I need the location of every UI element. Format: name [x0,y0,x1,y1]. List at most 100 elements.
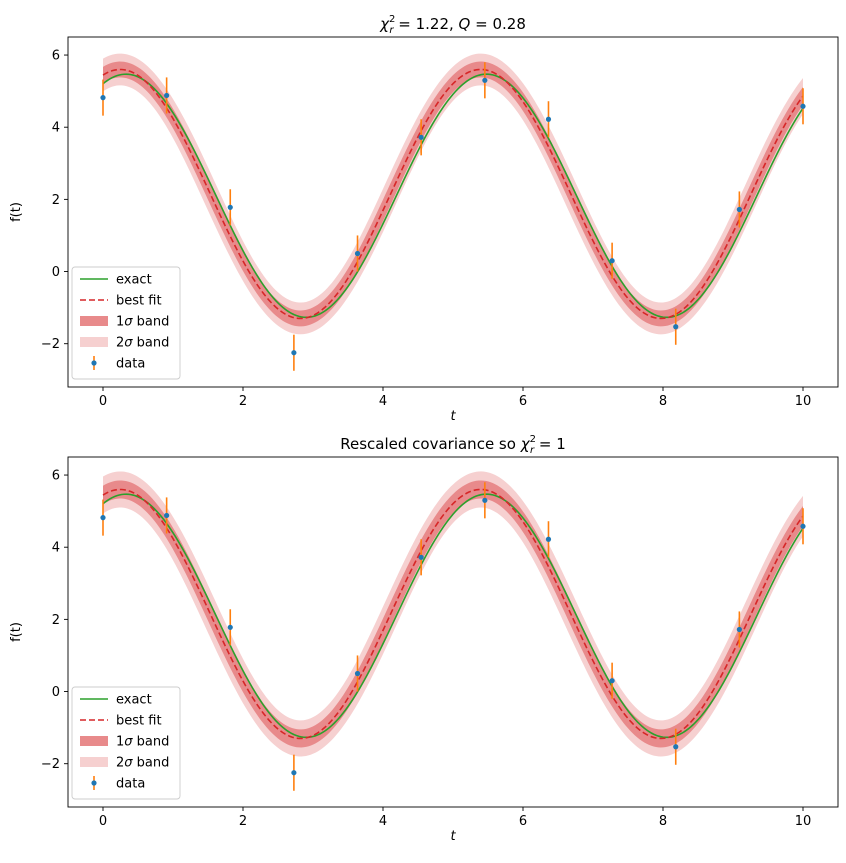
x-tick-label: 0 [99,394,107,409]
data-point [227,204,233,210]
data-point [545,116,552,122]
best-fit-curve [102,68,804,320]
y-tick-label: −2 [41,337,60,352]
legend-data-marker [91,360,97,366]
data-point [164,512,170,519]
title-chi-value: = 1 [534,435,566,453]
data-point [418,134,424,140]
legend-label-post: band [133,756,170,771]
title-q: Q [459,15,471,33]
legend-label-post: band [133,315,170,330]
title-chi-value: = 1.22, [394,15,459,33]
title-prefix: Rescaled covariance so [340,435,520,453]
legend-box [71,686,181,800]
y-tick-label: 6 [52,469,60,484]
y-tick-label: 4 [52,121,60,136]
title-chi-sub: r [530,445,535,456]
panel-2: 0 2 4 6 8 10 −2 0 2 4 6 t f(t) Rescaled covariance so… [9,434,839,844]
exact-curve [102,73,804,319]
x-tick-label: 6 [519,394,527,409]
x-tick-label: 4 [379,394,387,409]
y-tick-label: 2 [52,193,60,208]
one-sigma-band [103,61,803,327]
legend-label-fit: best fit [116,294,162,309]
title-chi: χ [379,15,390,33]
legend-label-pre: 1 [116,735,124,750]
legend: exact best fit 1σ band 2σ band data [71,266,181,380]
y-axis-label: f(t) [9,622,24,642]
data-point [800,523,806,529]
y-axis-label: f(t) [9,202,24,222]
chart-title: χ2 r = 1.22, Q = 0.28 [379,14,526,36]
legend-label-sigma: σ [124,336,133,351]
x-tick-label: 2 [239,394,247,409]
legend-label-pre: 1 [116,315,124,330]
y-tick-label: 2 [52,613,60,628]
title-chi: χ [520,435,531,453]
title-chi-sub: r [389,25,394,36]
data-point [354,670,361,677]
data-point [482,77,488,83]
x-tick-label: 4 [379,814,387,829]
title-chi-sup: 2 [389,14,395,25]
data-point [673,744,679,750]
data-point [291,770,297,776]
y-tick-label: 4 [52,541,60,556]
chart-title: Rescaled covariance so χ2 r = 1 [340,434,566,456]
legend-label-band1: 1σ band [116,735,169,750]
legend-band2-swatch [80,757,108,767]
x-axis-label: t [450,409,456,424]
legend-label-pre: 2 [116,336,124,351]
x-tick-label: 8 [659,394,667,409]
x-tick-label: 10 [795,814,812,829]
data-point [418,554,424,560]
data-point [100,95,106,101]
data-point [482,497,488,503]
data-point [291,350,297,356]
x-tick-label: 10 [795,394,812,409]
axes-frame [67,36,839,388]
data-point [673,324,679,330]
legend-label-exact: exact [116,693,152,708]
legend-label-sigma: σ [124,315,133,330]
legend-label-data: data [116,777,145,792]
legend-label-pre: 2 [116,756,124,771]
exact-curve [102,493,804,739]
legend-label-data: data [116,357,145,372]
data-point [354,250,361,257]
x-axis-label: t [450,829,456,844]
data-point [100,515,106,521]
x-tick-label: 2 [239,814,247,829]
data-point [227,624,233,630]
legend-label-band2: 2σ band [116,756,169,771]
y-tick-label: 0 [52,685,60,700]
data-point [609,258,615,264]
legend-band2-swatch [80,337,108,347]
data-point [800,103,806,109]
legend-label-sigma: σ [124,735,133,750]
best-fit-curve [102,488,804,740]
y-tick-label: 0 [52,265,60,280]
x-tick-label: 0 [99,814,107,829]
data-point [545,536,552,542]
legend-label-band1: 1σ band [116,315,169,330]
legend-band1-swatch [80,316,108,326]
data-point [164,92,170,99]
legend-label-sigma: σ [124,756,133,771]
title-q-value: = 0.28 [470,15,526,33]
axes-frame [67,456,839,808]
x-tick-label: 6 [519,814,527,829]
legend-box [71,266,181,380]
legend-label-post: band [133,735,170,750]
legend-data-marker [91,780,97,786]
data-point [736,626,742,633]
title-chi-sup: 2 [530,434,536,445]
y-tick-label: 6 [52,49,60,64]
legend-label-post: band [133,336,170,351]
y-tick-label: −2 [41,757,60,772]
data-point [609,678,615,684]
legend-label-exact: exact [116,273,152,288]
